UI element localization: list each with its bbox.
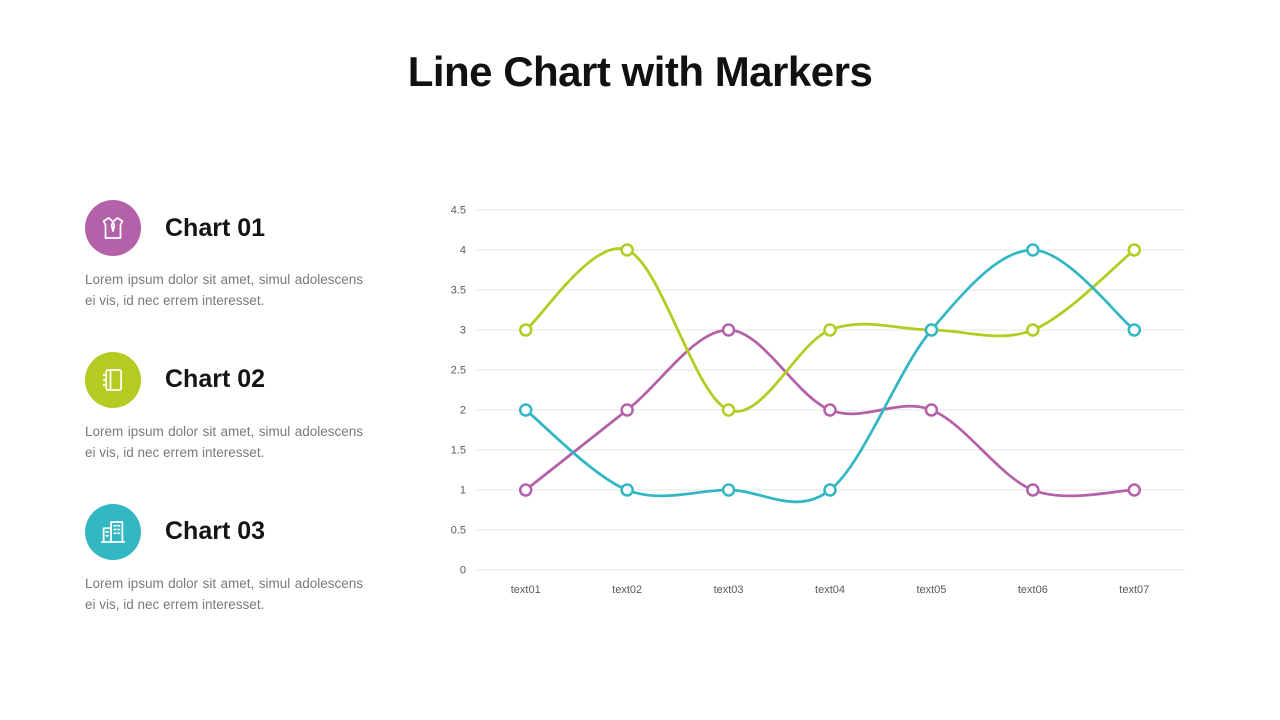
item-head: Chart 02 <box>85 351 385 408</box>
svg-text:1.5: 1.5 <box>451 445 466 457</box>
svg-text:1: 1 <box>460 485 466 497</box>
svg-text:text06: text06 <box>1018 584 1048 596</box>
svg-text:text02: text02 <box>612 584 642 596</box>
line-chart: 0 0.5 1 1.5 2 2.5 3 3.5 4 4.5 text01 text02 text03 te… <box>430 198 1190 608</box>
page-title: Line Chart with Markers <box>407 48 873 95</box>
item-head: Chart 03 <box>85 503 385 560</box>
svg-text:3.5: 3.5 <box>451 285 466 297</box>
item-label: Chart 01 <box>165 213 266 242</box>
svg-text:text01: text01 <box>511 584 541 596</box>
svg-text:4: 4 <box>460 245 466 257</box>
item-label: Chart 02 <box>165 365 266 394</box>
svg-text:text03: text03 <box>714 584 744 596</box>
list-item-chart-03: Chart 03 Lorem ipsum dolor sit amet, sim… <box>85 503 385 616</box>
item-description: Lorem ipsum dolor sit amet, simul adoles… <box>85 272 363 308</box>
line-chart-svg: 0 0.5 1 1.5 2 2.5 3 3.5 4 4.5 text01 text02 text03 te… <box>451 205 1185 596</box>
item-description: Lorem ipsum dolor sit amet, simul adoles… <box>85 423 363 460</box>
svg-text:0: 0 <box>460 565 466 577</box>
shirt-icon <box>85 200 141 256</box>
svg-text:3: 3 <box>460 325 466 337</box>
svg-text:2: 2 <box>460 405 466 417</box>
buildings-icon <box>85 503 141 560</box>
item-label: Chart 03 <box>165 517 266 546</box>
svg-text:0.5: 0.5 <box>451 525 466 537</box>
svg-text:2.5: 2.5 <box>451 365 466 377</box>
svg-text:text05: text05 <box>916 584 946 596</box>
list-item-chart-01: Chart 01 Lorem ipsum dolor sit amet, sim… <box>85 200 385 312</box>
svg-text:4.5: 4.5 <box>451 205 466 217</box>
list-item-chart-02: Chart 02 Lorem ipsum dolor sit amet, sim… <box>85 351 385 464</box>
svg-text:text07: text07 <box>1119 584 1149 596</box>
notebook-icon <box>85 351 141 408</box>
svg-text:text04: text04 <box>815 584 845 596</box>
chart-legend-list: Chart 01 Lorem ipsum dolor sit amet, sim… <box>85 200 385 616</box>
item-description: Lorem ipsum dolor sit amet, simul adoles… <box>85 575 363 612</box>
item-head: Chart 01 <box>85 200 385 256</box>
